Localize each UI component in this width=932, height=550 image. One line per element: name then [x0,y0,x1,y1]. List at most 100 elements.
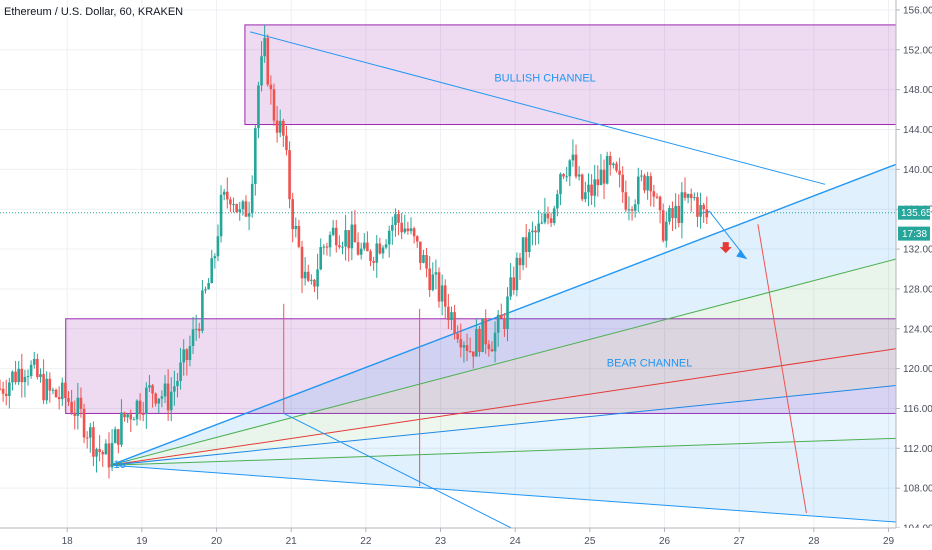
candle-up [260,56,263,86]
candle-down [465,345,469,351]
candle-up [60,382,64,400]
candle-up [191,329,195,347]
candle-down [0,388,2,390]
time-tick-label: 22 [360,536,372,547]
candle-down [406,228,410,232]
candle-up [241,201,245,210]
candle-up [605,156,609,184]
candle-up [17,368,20,383]
candle-up [528,232,531,253]
candle-down [85,437,89,439]
countdown-badge: 17:38 [898,226,930,241]
price-tick-label: 116.00 [903,404,932,415]
candle-up [216,236,220,257]
candle-down [437,272,441,302]
candle-up [182,349,186,363]
candle-up [132,419,136,421]
candle-down [608,156,612,166]
candle-up [496,314,500,333]
candle-up [113,429,117,443]
candle-down [353,224,357,243]
candle-up [135,400,139,420]
candle-down [141,413,145,415]
time-axis-bg [0,528,932,550]
candle-down [372,260,375,263]
projection-arrow-head [736,249,747,260]
candle-down [36,358,39,378]
candle-up [126,414,129,418]
bullish-channel-label: BULLISH CHANNEL [494,73,595,85]
candle-up [521,237,525,266]
candle-up [319,247,323,270]
candle-up [76,397,80,416]
candle-up [45,378,49,401]
candle-down [151,385,154,394]
candle-up [665,221,668,241]
candle-down [154,393,157,404]
candle-up [250,183,254,214]
candle-up [587,184,590,193]
candle-up [210,258,214,284]
candle-down [14,371,17,383]
candle-down [269,84,273,90]
candle-up [51,389,55,391]
candle-down [671,208,674,219]
candle-down [468,350,472,352]
candle-up [636,176,640,205]
candle-up [391,225,394,231]
candle-up [160,396,164,399]
candle-up [32,358,36,365]
candle-down [683,192,687,198]
candle-down [702,204,705,210]
candle-up [310,279,313,281]
candle-up [543,213,547,223]
candle-up [232,204,235,206]
candle-down [366,242,369,252]
candle-up [95,449,98,457]
candle-up [577,174,581,177]
candle-up [565,176,568,178]
candle-down [478,328,481,352]
time-tick-label: 28 [808,536,820,547]
price-tick-label: 112.00 [903,444,932,455]
chart-title: Ethereum / U.S. Dollar, 60, KRAKEN [4,6,183,18]
candle-down [471,351,475,357]
candle-up [375,243,379,263]
candle-down [356,242,360,255]
price-tick-label: 144.00 [903,125,932,136]
candle-down [20,368,24,383]
candle-up [515,257,519,291]
time-tick-label: 29 [883,536,895,547]
candle-up [341,246,344,248]
candle-up [257,85,260,129]
candle-down [428,268,431,291]
fan-line [110,464,897,523]
candle-down [484,318,488,345]
candles [0,24,709,479]
candle-down [166,383,170,411]
candle-down [630,209,634,211]
price-tick-label: 156.00 [903,5,932,16]
candle-down [79,397,83,409]
candle-down [400,222,403,233]
candle-up [328,234,332,248]
candle-up [599,169,603,186]
fan-line [110,348,897,466]
candle-down [73,412,77,416]
candle-down [244,201,248,217]
candle-down [48,378,52,391]
candle-down [534,230,537,233]
vertical-marker [757,224,807,514]
angle-label: 16° [113,459,130,471]
candle-up [633,204,637,211]
candle-up [584,192,587,200]
candle-down [459,339,463,348]
candle-down [524,237,528,253]
candle-down [689,193,693,199]
candle-up [509,277,512,297]
time-tick-label: 26 [659,536,671,547]
candle-up [668,208,671,222]
candle-up [686,193,690,198]
candle-down [447,306,450,320]
candle-up [559,174,562,195]
